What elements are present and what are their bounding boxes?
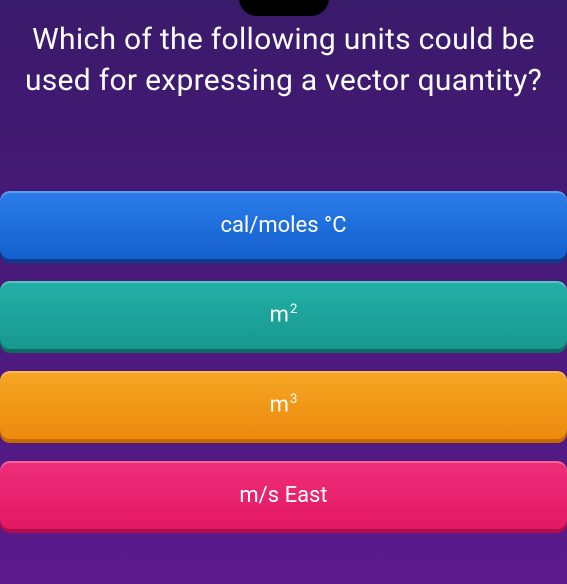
answer-label: m2: [270, 302, 298, 327]
answer-option-3[interactable]: m3: [0, 371, 567, 439]
answer-label: cal/moles °C: [220, 213, 346, 238]
answer-label: m3: [270, 392, 298, 417]
answer-label: m/s East: [239, 483, 327, 508]
device-notch: [239, 0, 329, 16]
answer-option-4[interactable]: m/s East: [0, 461, 567, 529]
answer-option-2[interactable]: m2: [0, 281, 567, 349]
answers-area: cal/moles °C m2 m3 m/s East: [0, 131, 567, 529]
question-text: Which of the following units could be us…: [24, 20, 543, 101]
question-area: Which of the following units could be us…: [0, 0, 567, 131]
answer-option-1[interactable]: cal/moles °C: [0, 191, 567, 259]
